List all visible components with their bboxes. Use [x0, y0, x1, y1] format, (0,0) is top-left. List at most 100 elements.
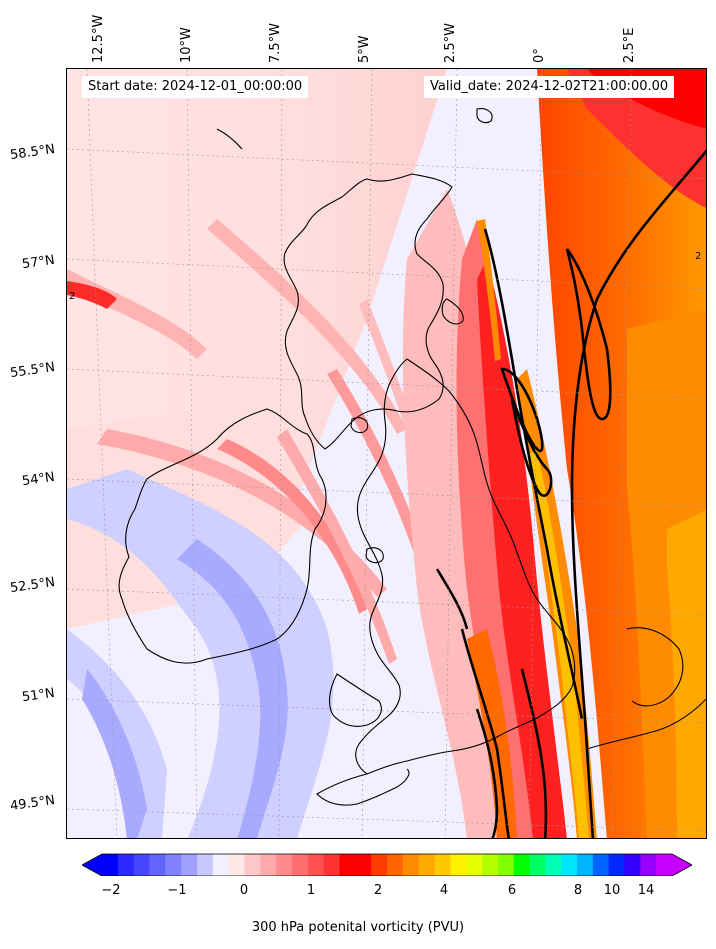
colorbar-swatch: [529, 854, 546, 876]
meridian-10w: [186, 69, 198, 838]
colorbar-swatch: [228, 854, 245, 876]
colorbar-extend-low: [82, 854, 102, 876]
colorbar-extend-high: [672, 854, 692, 876]
colorbar-swatch: [577, 854, 594, 876]
colorbar-swatch: [292, 854, 309, 876]
meridian-2-5w: [444, 69, 458, 838]
meridian-5w: [361, 69, 373, 838]
colorbar: [82, 853, 692, 876]
pv-streak-1: [207, 219, 407, 434]
lon-label-10w: 10°W: [179, 27, 194, 63]
colorbar-swatch: [450, 854, 467, 876]
colorbar-swatch: [133, 854, 150, 876]
pv-field: 2 2: [67, 69, 706, 838]
meridian-7-5w: [278, 69, 283, 838]
isle-of-man: [365, 547, 384, 564]
colorbar-swatch: [260, 854, 277, 876]
pv-map: 2 2: [66, 68, 707, 839]
lon-label-2-5e: 2.5°E: [622, 27, 637, 63]
parallel-54n: [67, 478, 706, 508]
yellow-filament: [529, 449, 589, 838]
lon-label-12-5w: 12.5°W: [91, 14, 106, 63]
parallel-57n: [67, 258, 706, 290]
colorbar-swatch: [165, 854, 182, 876]
lon-label-2-5w: 2.5°W: [443, 22, 458, 63]
colorbar-label: 300 hPa potenital vorticity (PVU): [251, 920, 465, 935]
ireland-coast: [118, 408, 327, 664]
lon-label-5w: 5°W: [357, 35, 372, 63]
east-anglia-coast: [626, 627, 684, 707]
colorbar-swatch: [339, 854, 356, 876]
cb-tick-1: 1: [306, 883, 316, 898]
scotland-coast: [283, 173, 453, 450]
lat-label-58-5n: 58.5°N: [9, 141, 56, 164]
cornwall-coast: [316, 768, 410, 806]
colorbar-swatch: [355, 854, 372, 876]
parallel-52-5n: [67, 588, 706, 616]
parallel-58-5n: [67, 148, 706, 180]
cb-tick-minus-2: −2: [101, 883, 121, 898]
lat-label-54n: 54°N: [21, 469, 56, 490]
start-date: Start date: 2024-12-01_00:00:00: [82, 76, 309, 98]
pv-streak-4: [277, 429, 397, 664]
amber-zone-east: [667, 509, 706, 838]
pv-contour-loop-1: [565, 248, 612, 421]
colorbar-swatch: [197, 854, 214, 876]
colorbar-swatch: [513, 854, 530, 876]
colorbar-swatch: [482, 854, 499, 876]
pv-contour-south-3: [520, 668, 548, 838]
colorbar-swatch: [402, 854, 420, 876]
colorbar-swatch: [608, 854, 625, 876]
colorbar-swatch: [434, 854, 451, 876]
contour-label: 2: [695, 251, 701, 262]
lon-label-7-5w: 7.5°W: [268, 22, 283, 63]
colorbar-swatch: [117, 854, 135, 876]
lat-label-57n: 57°N: [21, 252, 56, 273]
cb-tick-2: 2: [373, 883, 383, 898]
cb-tick-6: 6: [507, 883, 517, 898]
colorbar-swatch: [624, 854, 641, 876]
meridian-2-5e: [611, 69, 633, 838]
pv-contour-short: [435, 568, 469, 630]
pv-filament-north: [477, 219, 501, 361]
colorbar-swatch: [276, 854, 293, 876]
negative-pv-core: [177, 539, 288, 838]
lat-label-52-5n: 52.5°N: [9, 574, 56, 597]
pv-contour-loop-3: [510, 398, 553, 497]
island-1: [441, 298, 464, 325]
continent-coast: [586, 698, 706, 750]
cb-tick-minus-1: −1: [167, 883, 187, 898]
cb-tick-8: 8: [573, 883, 583, 898]
lat-label-49-5n: 49.5°N: [9, 792, 56, 815]
colorbar-swatch: [561, 854, 578, 876]
hebrides-coast: [216, 128, 243, 150]
colorbar-swatch: [640, 854, 657, 876]
colorbar-swatch: [497, 854, 515, 876]
colorbar-swatch: [371, 854, 388, 876]
cb-tick-14: 14: [637, 883, 655, 898]
lat-label-51n: 51°N: [21, 685, 56, 706]
colorbar-swatch: [307, 854, 325, 876]
valid-date: Valid_date: 2024-12-02T21:00:00.00: [424, 76, 675, 98]
graticule: [67, 69, 706, 838]
cb-tick-4: 4: [439, 883, 449, 898]
pv-contour-south-2: [475, 708, 499, 838]
colorbar-swatch: [387, 854, 404, 876]
coastlines: [118, 108, 706, 806]
lon-label-0: 0°: [532, 48, 547, 63]
colorbar-swatch: [102, 854, 119, 876]
colorbar-swatch: [181, 854, 198, 876]
colorbar-swatch: [149, 854, 166, 876]
colorbar-swatch: [212, 854, 230, 876]
colorbar-swatch: [323, 854, 340, 876]
cb-tick-10: 10: [603, 883, 621, 898]
wales-coast: [328, 673, 382, 727]
colorbar-swatch: [244, 854, 261, 876]
negative-pv-southwest-core: [82, 669, 147, 838]
pv-contour-main: [570, 149, 706, 838]
pv-contour-south-1: [460, 628, 510, 838]
cb-tick-0: 0: [239, 883, 249, 898]
colorbar-swatch: [656, 854, 673, 876]
colorbar-swatch: [418, 854, 435, 876]
island-2: [350, 417, 369, 434]
